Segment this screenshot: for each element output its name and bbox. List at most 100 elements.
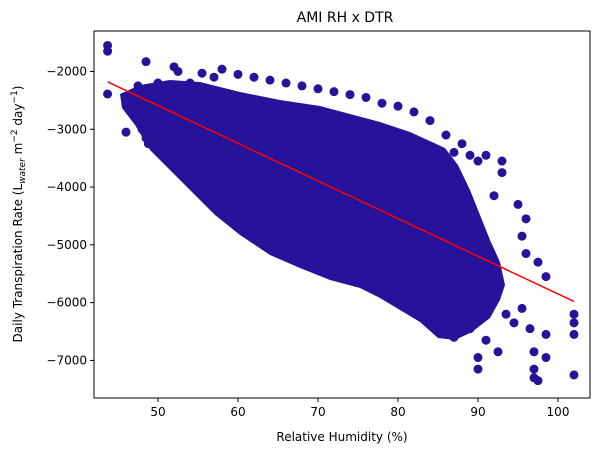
scatter-point: [409, 107, 419, 117]
scatter-point: [377, 98, 387, 108]
scatter-point: [441, 130, 451, 140]
scatter-point: [393, 292, 403, 302]
dense-point-cloud: [120, 80, 505, 340]
scatter-point: [489, 191, 499, 201]
plot-frame: [93, 30, 591, 399]
scatter-point: [249, 72, 259, 82]
scatter-point: [329, 263, 339, 273]
regression-line: [107, 81, 575, 303]
scatter-point: [103, 46, 113, 56]
x-tick-label: 50: [150, 405, 165, 419]
x-tick-label: 90: [470, 405, 485, 419]
scatter-point: [217, 64, 227, 74]
scatter-point: [473, 156, 483, 166]
scatter-point: [209, 72, 219, 82]
x-tick-label: 70: [310, 405, 325, 419]
scatter-point: [465, 150, 475, 160]
scatter-point: [517, 231, 527, 241]
scatter-point: [517, 303, 527, 313]
y-axis-label-superscript-2: −1: [10, 90, 20, 103]
scatter-point: [103, 89, 113, 99]
scatter-point: [345, 90, 355, 100]
scatter-point: [525, 324, 535, 334]
y-axis-label-subscript: water: [18, 157, 28, 184]
scatter-point: [569, 370, 579, 380]
y-axis-label-unit-day: day: [11, 104, 25, 130]
scatter-point: [137, 124, 147, 134]
scatter-point: [153, 78, 163, 88]
scatter-point: [513, 199, 523, 209]
scatter-point: [141, 57, 151, 67]
scatter-point: [457, 327, 467, 337]
y-tick-label: −5000: [46, 238, 87, 252]
scatter-point: [497, 156, 507, 166]
x-axis: 50 60 70 80 90 100: [150, 398, 569, 419]
x-tick-label: 100: [547, 405, 570, 419]
y-tick-label: −7000: [46, 353, 87, 367]
scatter-point: [209, 188, 219, 198]
scatter-point: [313, 254, 323, 264]
scatter-point: [161, 95, 171, 105]
scatter-point: [129, 101, 139, 111]
y-axis-label-close: ): [11, 86, 25, 91]
scatter-point: [569, 329, 579, 339]
scatter-point: [121, 98, 131, 108]
scatter-point: [133, 81, 143, 91]
scatter-point: [201, 176, 211, 186]
scatter-point: [241, 217, 251, 227]
scatter-point: [521, 249, 531, 259]
scatter-point: [185, 78, 195, 88]
scatter-point: [281, 234, 291, 244]
scatter-point: [249, 208, 259, 218]
scatter-point: [521, 214, 531, 224]
scatter-point: [217, 199, 227, 209]
scatter-point: [497, 168, 507, 178]
scatter-point: [145, 107, 155, 117]
scatter-point: [393, 101, 403, 111]
scatter-point: [297, 81, 307, 91]
scatter-point: [361, 275, 371, 285]
scatter-point: [501, 309, 511, 319]
y-axis-label-main: Daily Transpiration Rate (L: [11, 184, 25, 343]
y-axis-label-unit-m: m: [11, 143, 25, 159]
scatter-point: [541, 329, 551, 339]
y-tick-label: −6000: [46, 296, 87, 310]
y-tick-label: −2000: [46, 64, 87, 78]
scatter-point: [409, 303, 419, 313]
x-tick-label: 60: [230, 405, 245, 419]
scatter-point: [197, 68, 207, 78]
scatter-point: [541, 353, 551, 363]
scatter-point: [281, 78, 291, 88]
scatter-point: [121, 127, 131, 137]
x-tick-label: 80: [390, 405, 405, 419]
scatter-point: [441, 327, 451, 337]
scatter-point: [473, 353, 483, 363]
scatter-point: [493, 347, 503, 357]
scatter-point: [529, 347, 539, 357]
scatter-point: [541, 272, 551, 282]
scatter-point: [569, 318, 579, 328]
scatter-point: [157, 87, 167, 97]
scatter-point: [173, 66, 183, 76]
scatter-point: [425, 116, 435, 126]
scatter-point: [533, 376, 543, 386]
scatter-point: [481, 335, 491, 345]
scatter-point: [465, 324, 475, 334]
scatter-point: [529, 364, 539, 374]
chart-title: AMI RH x DTR: [297, 10, 394, 26]
y-axis-label: Daily Transpiration Rate (Lwater m−2 day…: [10, 86, 28, 343]
scatter-point: [569, 309, 579, 319]
scatter-point: [313, 84, 323, 94]
scatter-point: [457, 139, 467, 149]
y-axis: −7000 −6000 −5000 −4000 −3000 −2000: [46, 64, 94, 367]
scatter-point: [481, 150, 491, 160]
scatter-point: [143, 139, 153, 149]
scatter-point: [265, 223, 275, 233]
scatter-point: [533, 257, 543, 267]
scatter-point: [265, 75, 275, 85]
y-tick-label: −3000: [46, 122, 87, 136]
scatter-point: [297, 240, 307, 250]
scatter-point: [473, 364, 483, 374]
y-axis-label-superscript-1: −2: [10, 129, 20, 142]
